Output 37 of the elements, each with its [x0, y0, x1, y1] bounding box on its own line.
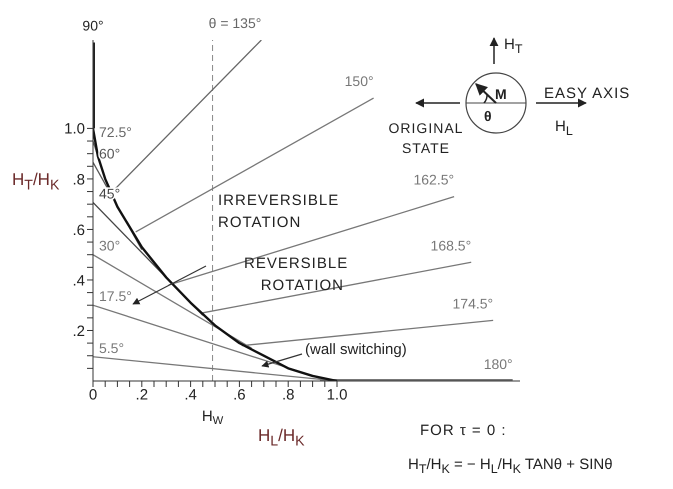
annotation: H$_{T}$ — [504, 36, 522, 56]
x-tick-label: .4 — [184, 386, 197, 404]
series-label: θ = 135° — [208, 15, 262, 31]
series-label: 30° — [99, 238, 120, 254]
text: H$_{T}$/H$_{K}$ = − H$_{L}$/H$_{K}$ TANθ + SINθ — [408, 456, 613, 476]
series-label: 174.5° — [452, 295, 494, 312]
y-tick-label: .8 — [72, 171, 85, 188]
series-label: 60° — [99, 145, 120, 162]
x-tick-label: .2 — [136, 386, 148, 404]
series-label: 150° — [344, 73, 374, 90]
text: FOR τ = 0 : — [420, 422, 507, 439]
x-tick-label: .8 — [282, 386, 294, 404]
text: H$_{L}$ — [555, 118, 573, 138]
annotation: M — [495, 86, 507, 102]
series-label: 72.5° — [99, 124, 132, 140]
x-tick-label: .6 — [233, 386, 246, 404]
text: EASY AXIS — [544, 85, 630, 102]
series-label: 17.5° — [99, 288, 132, 304]
annotation: θ — [484, 108, 492, 124]
y-tick-label: .6 — [72, 222, 85, 239]
annotation: ORIGINAL STATE — [388, 119, 464, 158]
y-axis-title: H$_{T}$/H$_{K}$ — [12, 170, 60, 194]
series-label: 5.5° — [99, 340, 124, 356]
series-label: 168.5° — [430, 237, 472, 254]
x-axis-title: H$_{L}$/H$_{K}$ — [258, 426, 305, 450]
annotation: IRREVERSIBLE ROTATION — [218, 191, 340, 233]
annotation: (wall switching) — [305, 341, 407, 358]
x-tick-label: 0 — [88, 386, 98, 404]
x-tick-label: 1.0 — [326, 386, 348, 404]
series-label: 162.5° — [413, 172, 454, 188]
series-label: 180° — [484, 356, 513, 372]
y-tick-label: .2 — [72, 322, 85, 340]
y-tick-label: .4 — [72, 272, 85, 290]
ref-line-label: H$_{W}$ — [202, 408, 224, 428]
annotation: REVERSIBLE ROTATION — [244, 254, 348, 296]
series-label: 90° — [82, 18, 104, 34]
y-tick-label: 1.0 — [64, 120, 85, 138]
